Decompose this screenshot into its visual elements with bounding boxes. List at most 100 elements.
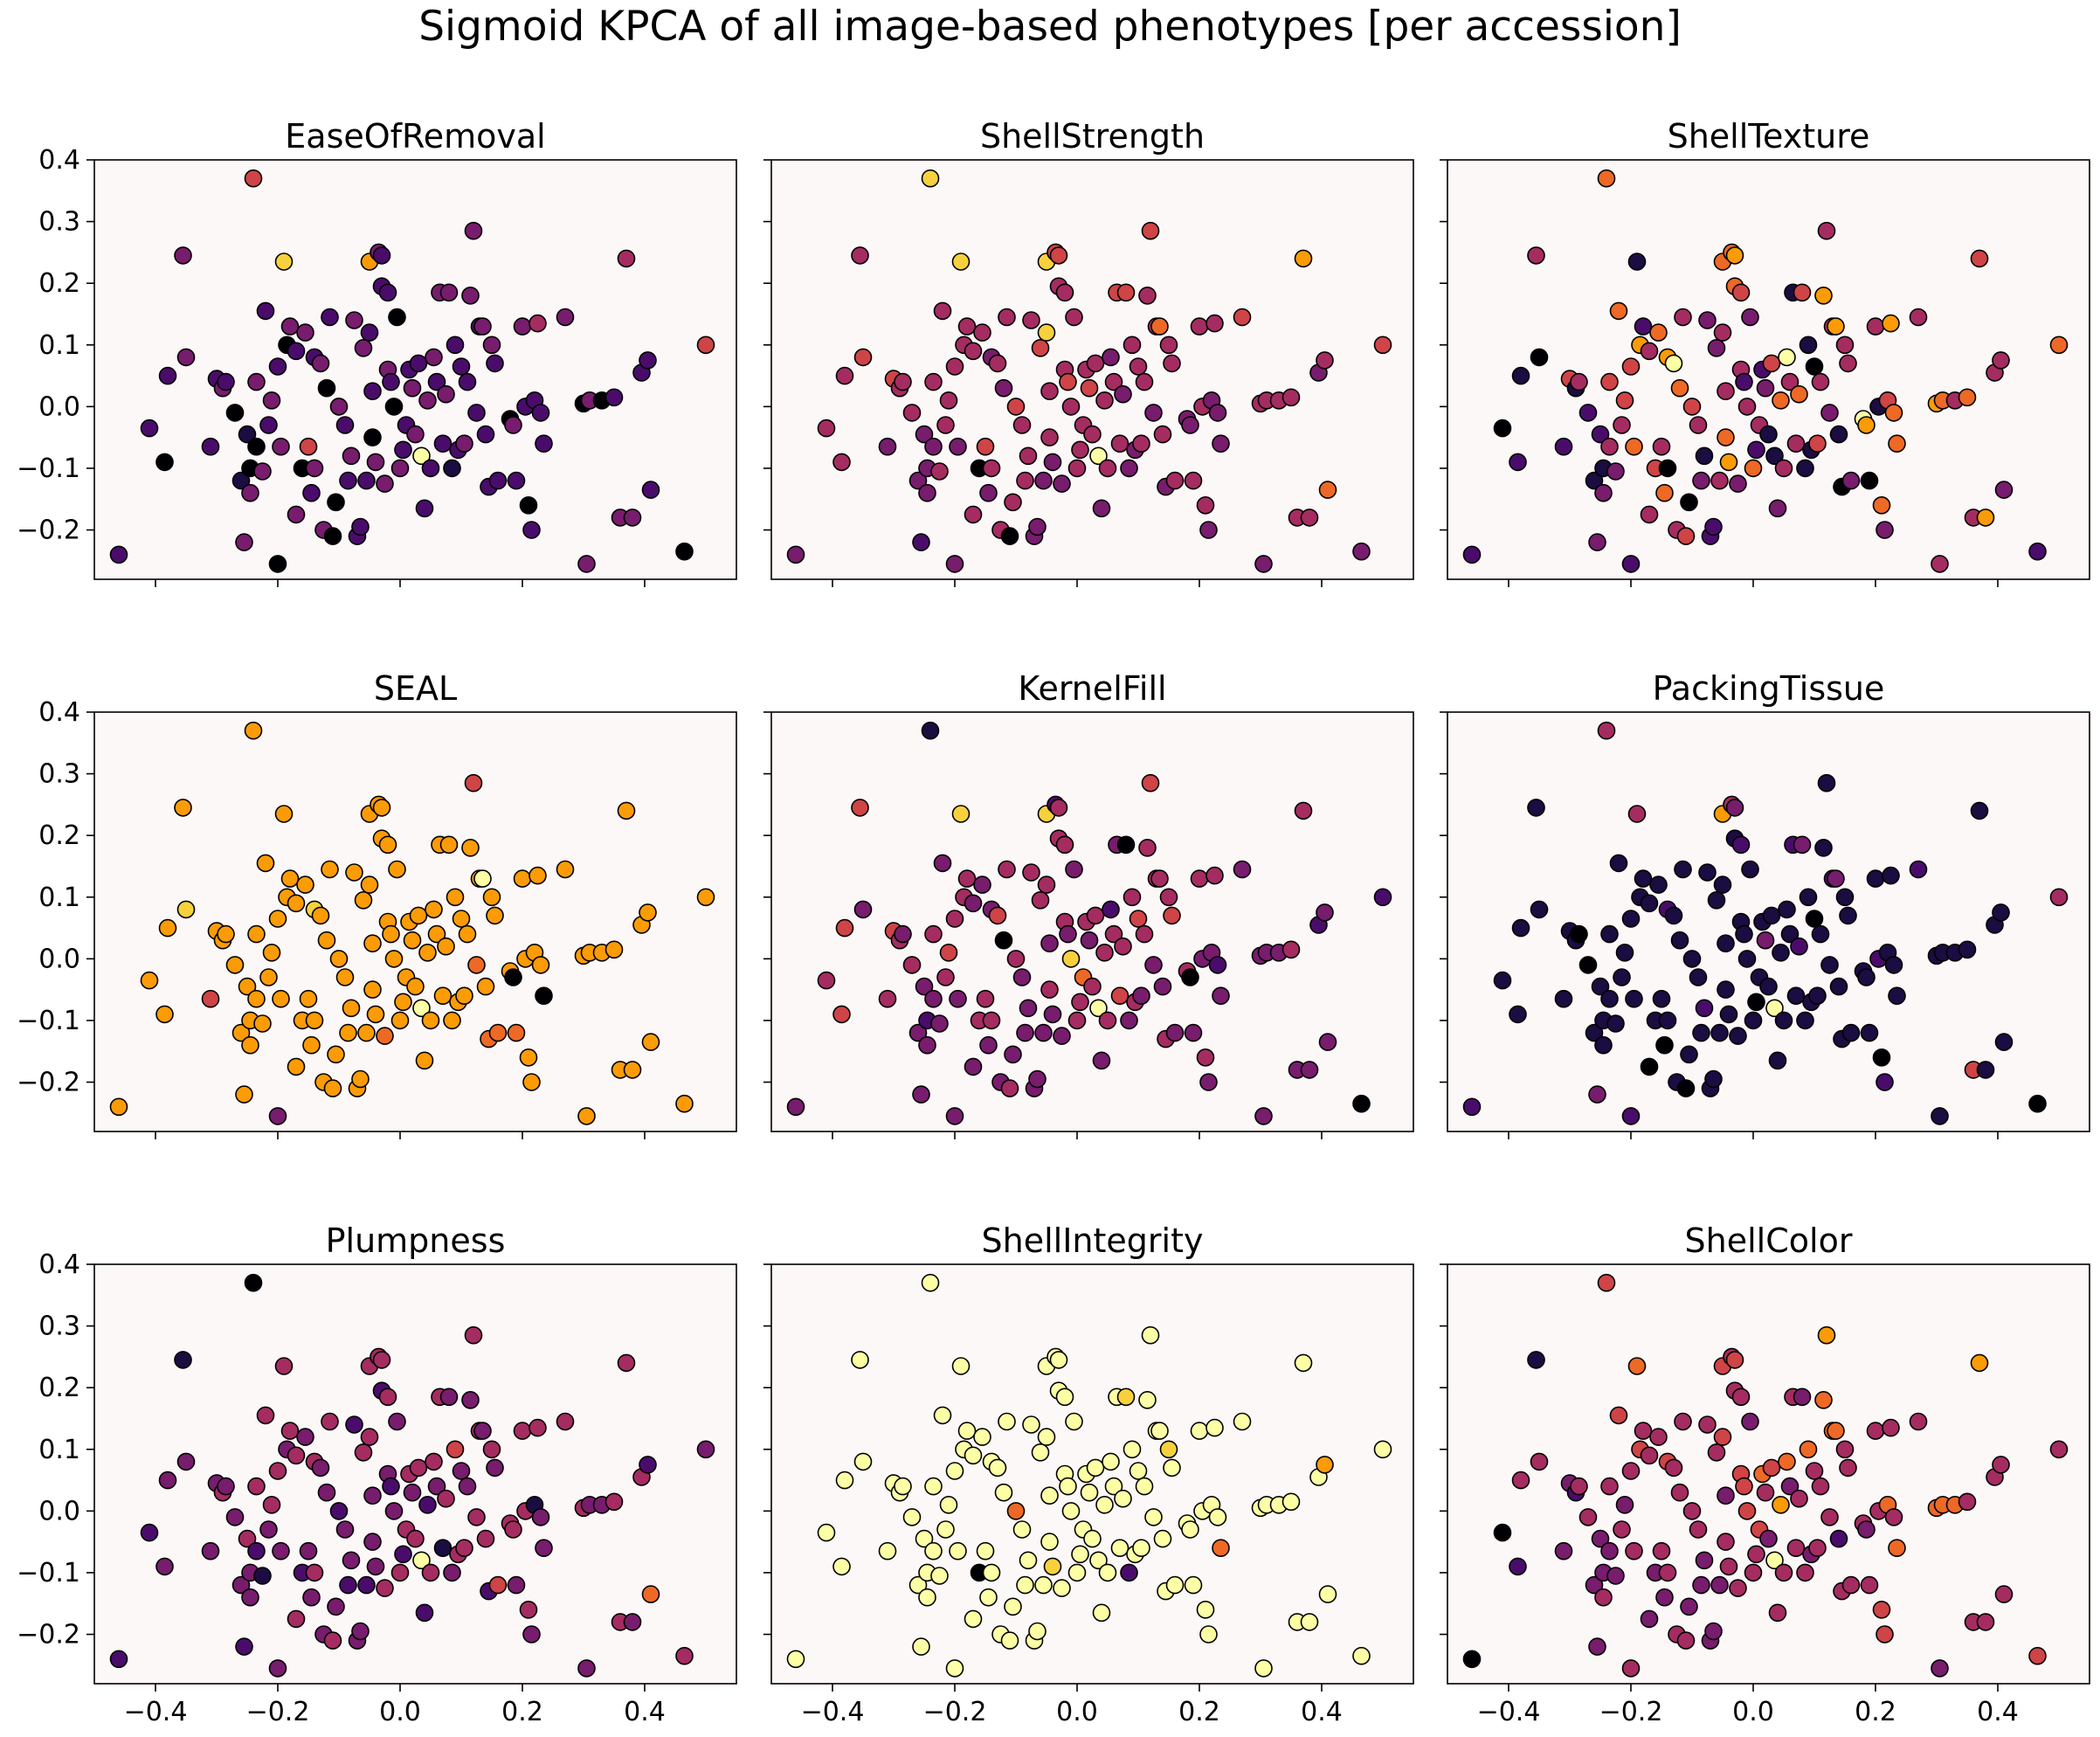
- scatter-point: [1086, 906, 1105, 925]
- scatter-point: [1613, 968, 1631, 986]
- scatter-point: [390, 1011, 410, 1030]
- scatter-point: [1104, 372, 1123, 391]
- scatter-point: [851, 246, 869, 265]
- scatter-point: [1554, 1541, 1573, 1561]
- scatter-point: [1208, 956, 1227, 974]
- scatter-point: [1652, 1541, 1671, 1561]
- scatter-point: [1116, 835, 1136, 855]
- scatter-point: [1071, 993, 1089, 1012]
- scatter-point: [1970, 1353, 1989, 1373]
- scatter-point: [1511, 918, 1530, 938]
- scatter-point: [1744, 459, 1763, 478]
- scatter-point: [1095, 1495, 1114, 1514]
- scatter-point: [1640, 1057, 1659, 1076]
- scatter-point: [1316, 351, 1334, 370]
- scatter-point: [274, 1357, 294, 1375]
- scatter-point: [1040, 1533, 1059, 1551]
- scatter-point: [522, 521, 541, 539]
- scatter-point: [1006, 1502, 1026, 1520]
- x-tick-label: 0.0: [379, 1697, 421, 1727]
- scatter-point: [1737, 950, 1757, 968]
- axes-frame: [770, 159, 1414, 580]
- scatter-point: [535, 986, 553, 1006]
- scatter-point: [1120, 1563, 1138, 1582]
- scatter-point: [1055, 283, 1074, 302]
- scatter-point: [1600, 437, 1619, 456]
- scatter-point: [305, 1011, 324, 1030]
- scatter-point: [415, 1603, 434, 1623]
- scatter-point: [912, 1085, 930, 1104]
- scatter-point: [1774, 1011, 1793, 1030]
- scatter-point: [388, 860, 406, 879]
- scatter-point: [1012, 416, 1032, 434]
- scatter-point: [1841, 1023, 1861, 1042]
- scatter-point: [217, 372, 235, 391]
- scatter-point: [1318, 481, 1337, 499]
- scatter-point: [1682, 398, 1702, 416]
- scatter-point: [945, 910, 964, 928]
- scatter-point: [1970, 249, 1989, 268]
- scatter-point: [241, 1588, 259, 1607]
- scatter-point: [1591, 977, 1610, 996]
- scatter-point: [409, 906, 428, 925]
- scatter-point: [1717, 1533, 1735, 1551]
- x-tick-label: 0.0: [1056, 1697, 1098, 1727]
- y-tick-label: −0.1: [17, 1558, 80, 1588]
- scatter-point: [1190, 1422, 1209, 1440]
- scatter-point: [339, 471, 357, 490]
- scatter-point: [994, 931, 1013, 950]
- scatter-point: [1300, 1061, 1319, 1079]
- scatter-point: [1585, 471, 1604, 490]
- scatter-point: [1621, 1462, 1641, 1480]
- scatter-point: [902, 1508, 922, 1526]
- scatter-point: [406, 1529, 425, 1548]
- scatter-point: [274, 805, 294, 823]
- scatter-point: [1765, 999, 1784, 1018]
- scatter-point: [1208, 1508, 1227, 1526]
- scatter-point: [1554, 989, 1573, 1008]
- scatter-point: [1992, 1456, 2010, 1474]
- scatter-point: [1652, 989, 1671, 1008]
- scatter-point: [1909, 308, 1928, 327]
- scatter-point: [1857, 1520, 1875, 1539]
- subplot-title: PackingTissue: [1653, 669, 1885, 708]
- scatter-point: [786, 545, 805, 564]
- scatter-point: [924, 1477, 943, 1496]
- scatter-point: [1682, 1502, 1702, 1520]
- scatter-point: [617, 801, 636, 820]
- scatter-point: [1012, 968, 1032, 986]
- scatter-point: [1092, 1051, 1111, 1070]
- scatter-point: [979, 483, 998, 502]
- scatter-point: [461, 1391, 480, 1409]
- scatter-point: [384, 950, 404, 968]
- scatter-point: [217, 1477, 235, 1496]
- scatter-point: [1083, 977, 1102, 996]
- scatter-point: [1814, 839, 1833, 857]
- scatter-point: [1872, 1048, 1891, 1067]
- scatter-point: [696, 336, 715, 355]
- scatter-point: [973, 323, 991, 342]
- scatter-point: [486, 906, 504, 925]
- scatter-point: [577, 555, 596, 573]
- scatter-point: [878, 437, 897, 456]
- scatter-point: [1588, 1637, 1606, 1656]
- scatter-point: [1281, 1492, 1301, 1512]
- scatter-point: [486, 354, 504, 373]
- x-tick-label: 0.2: [501, 1697, 543, 1727]
- scatter-point: [1065, 308, 1083, 327]
- scatter-point: [1089, 999, 1108, 1018]
- scatter-point: [1102, 1452, 1120, 1471]
- scatter-point: [372, 1351, 391, 1369]
- scatter-point: [473, 1422, 492, 1440]
- scatter-point: [1606, 1014, 1625, 1033]
- scatter-point: [1875, 1625, 1894, 1644]
- scatter-point: [201, 437, 220, 456]
- scatter-point: [323, 527, 342, 545]
- scatter-point: [604, 388, 624, 407]
- scatter-point: [1037, 323, 1056, 342]
- scatter-point: [1774, 459, 1793, 478]
- scatter-point: [335, 1520, 355, 1539]
- scatter-point: [1578, 956, 1598, 974]
- scatter-point: [1772, 391, 1790, 410]
